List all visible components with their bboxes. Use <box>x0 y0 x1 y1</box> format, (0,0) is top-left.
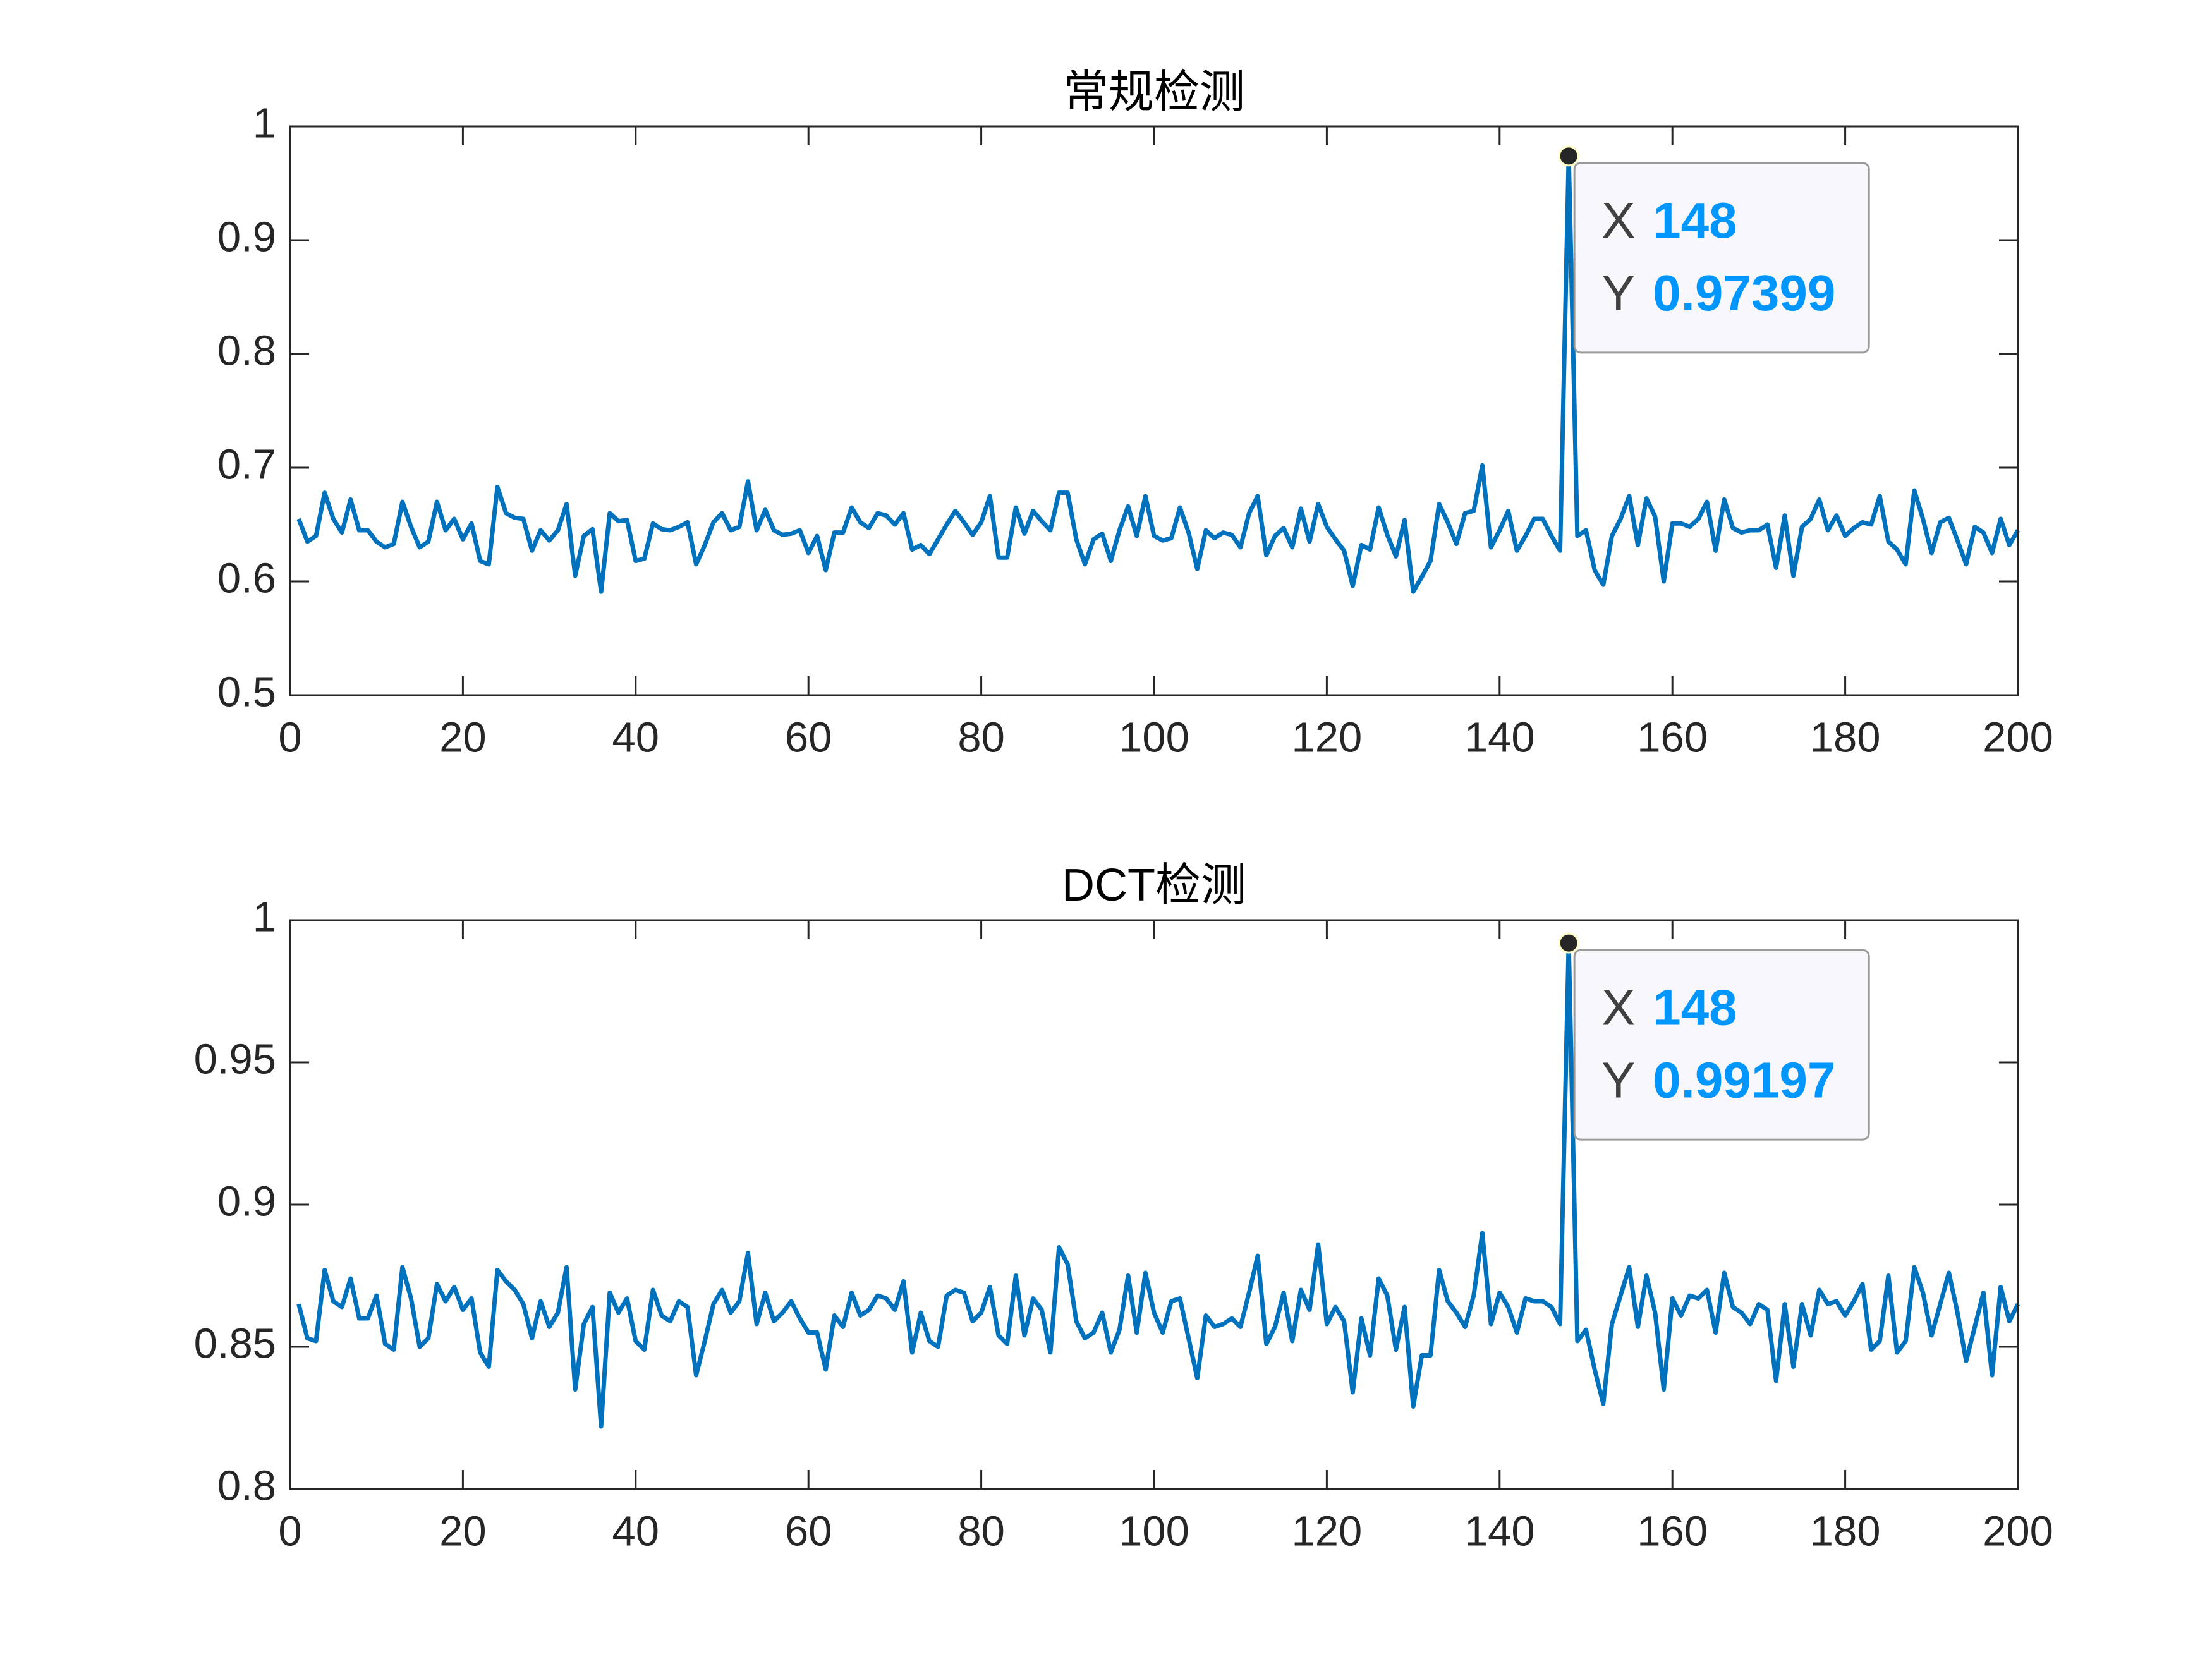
x-tick-label: 60 <box>785 1508 832 1555</box>
x-tick-label: 20 <box>439 1508 487 1555</box>
x-tick-label: 140 <box>1464 1508 1535 1555</box>
y-tick-label: 0.85 <box>194 1320 276 1368</box>
datatip-x-value: 148 <box>1653 192 1737 248</box>
datatip-y-label: Y <box>1601 265 1635 321</box>
datatip-marker <box>1558 932 1579 954</box>
data-line <box>296 940 2021 1429</box>
datatip-y-value: 0.97399 <box>1653 265 1835 321</box>
y-tick-label: 0.8 <box>217 1462 276 1510</box>
x-tick-label: 0 <box>278 714 301 762</box>
y-tick-label: 0.9 <box>217 1178 276 1225</box>
x-tick-label: 0 <box>278 1508 301 1555</box>
y-tick-label: 0.8 <box>217 327 276 375</box>
datatip-x-label: X <box>1601 979 1635 1035</box>
x-tick-label: 20 <box>439 714 487 762</box>
y-tick-label: 0.9 <box>217 214 276 261</box>
datatip-x-value: 148 <box>1653 979 1737 1035</box>
x-tick-label: 200 <box>1983 714 2053 762</box>
x-tick-label: 100 <box>1119 714 1189 762</box>
datatip-y-value: 0.99197 <box>1653 1052 1835 1108</box>
x-tick-label: 180 <box>1810 1508 1881 1555</box>
axes-box <box>289 125 2019 696</box>
chart-title: DCT检测 <box>1062 860 1246 911</box>
datatip-y-label: Y <box>1601 1052 1635 1108</box>
x-tick-label: 80 <box>957 714 1005 762</box>
datatip-x-label: X <box>1601 192 1635 248</box>
x-tick-label: 160 <box>1637 714 1708 762</box>
x-tick-label: 200 <box>1983 1508 2053 1555</box>
chart-title: 常规检测 <box>1063 67 1245 118</box>
y-tick-label: 1 <box>253 100 276 147</box>
data-line <box>296 154 2021 594</box>
x-tick-label: 180 <box>1810 714 1881 762</box>
axes-box <box>289 919 2019 1490</box>
x-tick-label: 60 <box>785 714 832 762</box>
datatip-box <box>1573 949 1870 1141</box>
x-tick-label: 80 <box>957 1508 1005 1555</box>
datatip-box <box>1573 162 1870 354</box>
y-tick-label: 1 <box>253 894 276 941</box>
x-tick-label: 40 <box>612 1508 660 1555</box>
y-tick-label: 0.7 <box>217 441 276 489</box>
y-tick-label: 0.95 <box>194 1036 276 1083</box>
x-tick-label: 40 <box>612 714 660 762</box>
y-tick-label: 0.6 <box>217 555 276 602</box>
x-tick-label: 120 <box>1292 1508 1363 1555</box>
x-tick-label: 160 <box>1637 1508 1708 1555</box>
datatip-marker <box>1558 145 1579 167</box>
x-tick-label: 120 <box>1292 714 1363 762</box>
x-tick-label: 100 <box>1119 1508 1189 1555</box>
x-tick-label: 140 <box>1464 714 1535 762</box>
y-tick-label: 0.5 <box>217 669 276 716</box>
